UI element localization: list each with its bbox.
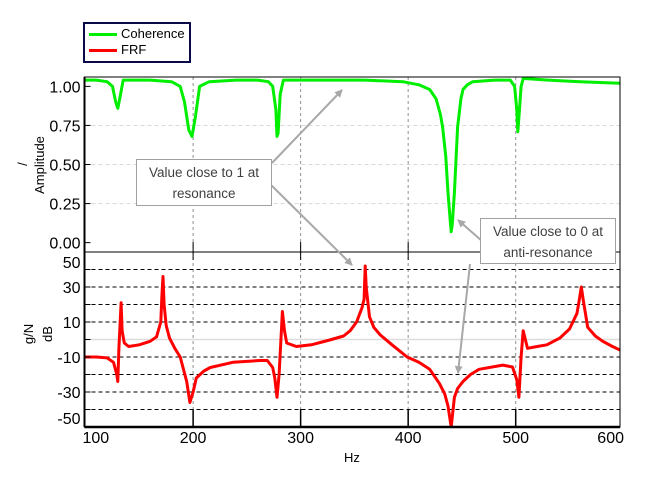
legend: Coherence FRF [83,22,191,63]
axes [83,76,621,429]
annotation-anti-resonance: Value close to 0 at anti-resonance [480,218,616,264]
y-tick-label: 0.00 [49,236,80,253]
y-tick-label: 50 [63,255,81,272]
x-tick-label: 600 [597,430,624,447]
annotation-arrow [454,263,471,374]
annotation-line: anti-resonance [503,245,593,260]
x-tick-label: 200 [180,430,207,447]
bottom-ylabel-unit: g/N [21,324,36,344]
top-ylabel-unit: / [15,162,30,166]
y-tick-label: 0.50 [49,158,80,175]
annotation-resonance: Value close to 1 at resonance [136,159,272,206]
legend-swatch [89,33,117,36]
frf-line [84,264,620,427]
bottom-ylabel: dB [40,326,55,342]
y-tick-label: 10 [63,315,81,332]
y-tick-label: 1.00 [49,79,80,96]
x-tick-label: 500 [502,430,529,447]
series [84,77,620,427]
legend-label: FRF [121,42,147,57]
x-axis-label: Hz [344,450,360,465]
annotation-arrow [267,181,353,266]
legend-label: Coherence [121,26,185,41]
annotation-line: resonance [172,186,236,201]
y-tick-label: 30 [63,280,81,297]
x-tick-label: 300 [287,430,314,447]
legend-swatch [89,49,117,52]
x-tick-label: 100 [83,430,110,447]
y-tick-label: -50 [57,411,80,428]
top-ylabel: Amplitude [32,136,47,194]
y-tick-label: -10 [57,350,80,367]
y-tick-label: 0.75 [49,118,80,135]
coherence-line [84,77,620,234]
annotation-line: Value close to 0 at [492,224,604,239]
annotation-arrow [271,89,343,164]
y-tick-label: -30 [57,385,80,402]
annotation-line: Value close to 1 at [148,165,260,180]
x-tick-label: 400 [395,430,422,447]
y-tick-label: 0.25 [49,197,80,214]
